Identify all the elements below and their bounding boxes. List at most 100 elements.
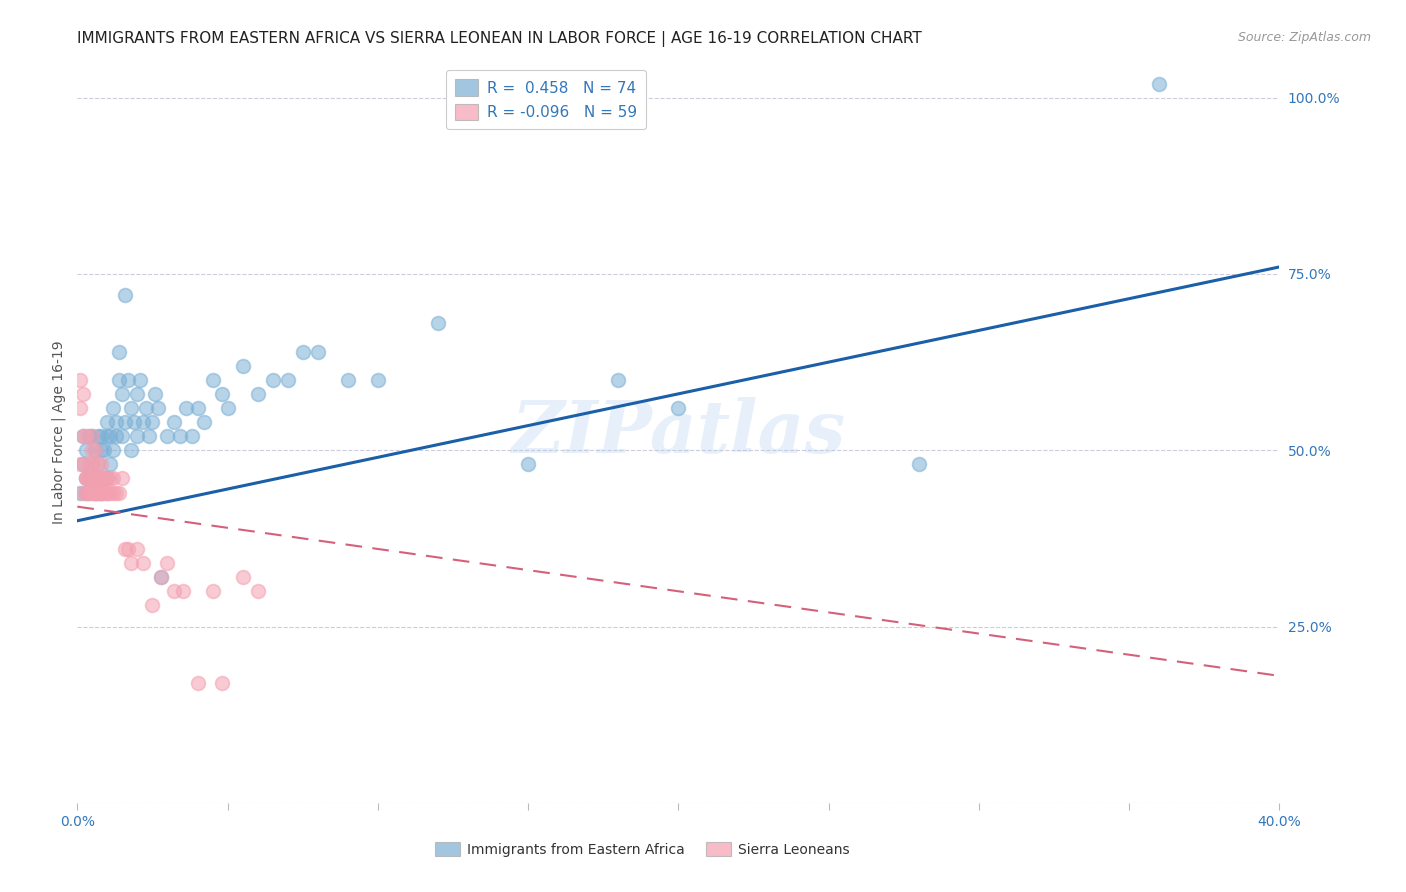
Point <box>156 429 179 443</box>
Point <box>193 415 215 429</box>
Point <box>96 415 118 429</box>
Point <box>150 570 173 584</box>
Point <box>72 485 94 500</box>
Point <box>84 485 107 500</box>
Point <box>93 443 115 458</box>
Point <box>211 676 233 690</box>
Point <box>96 485 118 500</box>
Point <box>105 415 128 429</box>
Point <box>84 443 107 458</box>
Point <box>79 471 101 485</box>
Point <box>124 415 146 429</box>
Point <box>72 387 94 401</box>
Point <box>82 458 104 472</box>
Point <box>79 458 101 472</box>
Point <box>103 471 125 485</box>
Point <box>69 401 91 415</box>
Point <box>103 443 125 458</box>
Point <box>120 401 142 415</box>
Point <box>105 429 128 443</box>
Point <box>201 584 224 599</box>
Point <box>517 458 540 472</box>
Point <box>84 443 107 458</box>
Point <box>96 471 118 485</box>
Point <box>75 471 97 485</box>
Point <box>87 471 110 485</box>
Point <box>367 373 389 387</box>
Point <box>277 373 299 387</box>
Point <box>90 485 112 500</box>
Point <box>336 373 359 387</box>
Point <box>246 387 269 401</box>
Point <box>93 485 115 500</box>
Point <box>82 443 104 458</box>
Point <box>108 344 131 359</box>
Point <box>172 584 194 599</box>
Point <box>72 458 94 472</box>
Point <box>69 373 91 387</box>
Point <box>100 485 122 500</box>
Point <box>103 401 125 415</box>
Point <box>427 316 450 330</box>
Point <box>90 443 112 458</box>
Point <box>75 429 97 443</box>
Point <box>90 429 112 443</box>
Point <box>103 485 125 500</box>
Point <box>127 429 149 443</box>
Point <box>232 359 254 373</box>
Point <box>105 485 128 500</box>
Point <box>114 415 136 429</box>
Point <box>217 401 239 415</box>
Point <box>75 471 97 485</box>
Point <box>108 373 131 387</box>
Point <box>100 458 122 472</box>
Point <box>82 458 104 472</box>
Point <box>180 429 202 443</box>
Point <box>111 471 134 485</box>
Point <box>1149 77 1171 91</box>
Point <box>82 471 104 485</box>
Point <box>132 556 155 570</box>
Point <box>90 458 112 472</box>
Point <box>246 584 269 599</box>
Point <box>187 676 209 690</box>
Point <box>96 429 118 443</box>
Point <box>90 485 112 500</box>
Point <box>87 458 110 472</box>
Point <box>150 570 173 584</box>
Point <box>162 415 184 429</box>
Legend: Immigrants from Eastern Africa, Sierra Leoneans: Immigrants from Eastern Africa, Sierra L… <box>430 837 855 863</box>
Point <box>127 387 149 401</box>
Point <box>87 485 110 500</box>
Point <box>72 429 94 443</box>
Point <box>79 471 101 485</box>
Point <box>82 429 104 443</box>
Point <box>90 485 112 500</box>
Point <box>291 344 314 359</box>
Point <box>72 429 94 443</box>
Y-axis label: In Labor Force | Age 16-19: In Labor Force | Age 16-19 <box>52 341 66 524</box>
Point <box>75 485 97 500</box>
Point <box>93 471 115 485</box>
Point <box>75 443 97 458</box>
Point <box>156 556 179 570</box>
Point <box>211 387 233 401</box>
Point <box>100 429 122 443</box>
Point <box>79 485 101 500</box>
Point <box>69 458 91 472</box>
Point <box>111 387 134 401</box>
Point <box>187 401 209 415</box>
Point <box>69 485 91 500</box>
Point <box>93 471 115 485</box>
Point <box>262 373 284 387</box>
Point <box>75 471 97 485</box>
Point <box>82 471 104 485</box>
Point <box>108 485 131 500</box>
Text: ZIPatlas: ZIPatlas <box>512 397 845 468</box>
Point <box>100 471 122 485</box>
Point <box>120 556 142 570</box>
Point <box>169 429 191 443</box>
Point <box>84 485 107 500</box>
Point <box>232 570 254 584</box>
Point <box>87 471 110 485</box>
